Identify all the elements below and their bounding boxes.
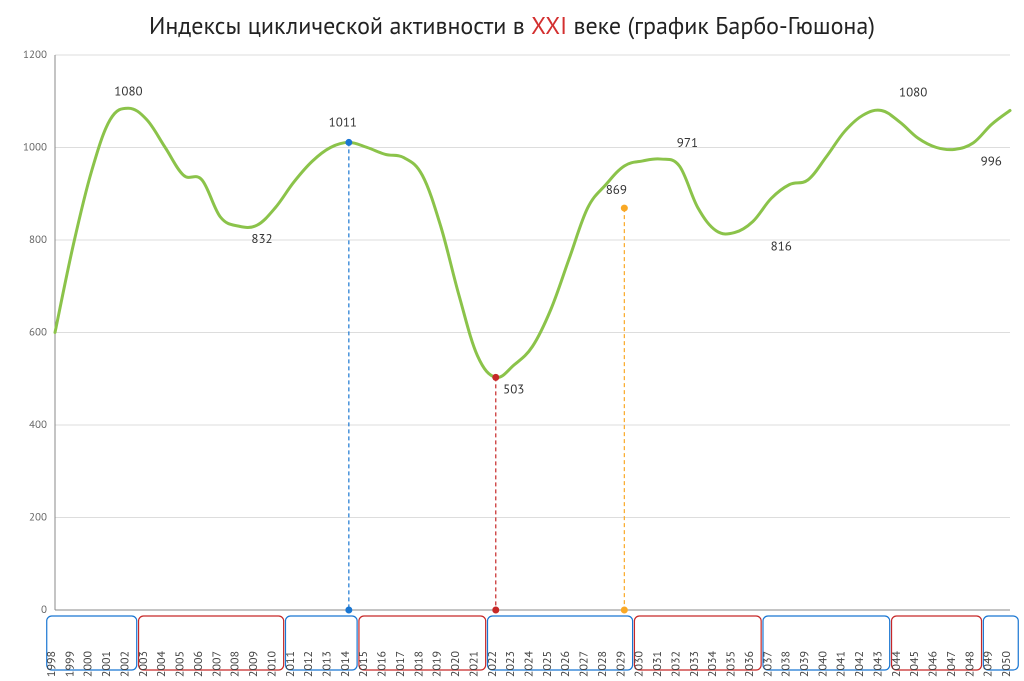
data-label: 869	[606, 181, 627, 198]
x-tick-label: 2009	[246, 651, 261, 677]
x-tick-label: 2047	[944, 651, 959, 677]
x-tick-label: 2040	[815, 650, 830, 677]
x-tick-label: 2035	[724, 651, 739, 677]
x-tick-label: 2007	[209, 651, 224, 677]
x-tick-label: 2024	[522, 650, 537, 677]
x-tick-label: 2044	[889, 650, 904, 677]
x-tick-label: 2008	[228, 651, 243, 677]
chart-title: Индексы циклической активности в XXI век…	[0, 10, 1024, 41]
x-tick-label: 2016	[375, 651, 390, 677]
y-tick-label: 600	[29, 325, 47, 339]
x-tick-label: 2043	[870, 651, 885, 677]
y-tick-label: 200	[29, 510, 47, 524]
y-tick-label: 800	[29, 233, 47, 247]
callout-base-marker	[492, 607, 499, 614]
callout-base-marker	[621, 607, 628, 614]
callout-base-marker	[345, 607, 352, 614]
x-tick-label: 2019	[430, 651, 445, 677]
x-tick-label: 2013	[319, 651, 334, 677]
data-label: 816	[771, 238, 792, 255]
callout-marker	[621, 205, 628, 212]
callout-marker	[492, 374, 499, 381]
data-label: 971	[677, 134, 698, 151]
x-tick-label: 2006	[191, 651, 206, 677]
x-tick-label: 2030	[632, 650, 647, 677]
x-tick-label: 2049	[981, 651, 996, 677]
x-tick-label: 2025	[540, 651, 555, 677]
x-tick-label: 2033	[687, 651, 702, 677]
x-tick-label: 2014	[338, 650, 353, 677]
x-tick-label: 2034	[705, 650, 720, 677]
x-tick-label: 2032	[668, 651, 683, 677]
x-tick-label: 2042	[852, 651, 867, 677]
data-label: 1011	[329, 113, 357, 130]
title-accent: XXI	[531, 10, 567, 41]
y-tick-label: 400	[29, 418, 47, 432]
x-tick-label: 2018	[411, 651, 426, 677]
x-tick-label: 2004	[154, 650, 169, 677]
x-tick-label: 2010	[264, 650, 279, 677]
data-label: 503	[503, 380, 524, 397]
x-tick-label: 2048	[962, 651, 977, 677]
x-tick-label: 2029	[613, 651, 628, 677]
x-tick-label: 2037	[760, 651, 775, 677]
x-tick-label: 2027	[577, 651, 592, 677]
y-tick-label: 1000	[23, 140, 47, 154]
y-tick-label: 0	[41, 603, 47, 617]
callout-marker	[345, 139, 352, 146]
x-tick-label: 2041	[834, 651, 849, 677]
data-label: 996	[981, 152, 1002, 169]
title-suffix: веке (график Барбо-Гюшона)	[567, 10, 875, 41]
x-tick-label: 2046	[926, 651, 941, 677]
y-tick-label: 1200	[23, 48, 47, 62]
x-tick-label: 2045	[907, 651, 922, 677]
x-tick-label: 2028	[595, 651, 610, 677]
data-label: 1080	[899, 84, 927, 101]
x-tick-label: 2023	[503, 651, 518, 677]
x-tick-label: 2026	[558, 651, 573, 677]
x-tick-label: 2000	[81, 650, 96, 677]
x-tick-label: 2012	[301, 651, 316, 677]
x-tick-label: 2020	[448, 650, 463, 677]
x-tick-label: 2017	[393, 651, 408, 677]
x-tick-label: 2011	[283, 651, 298, 677]
x-tick-label: 2005	[173, 651, 188, 677]
x-tick-label: 2021	[466, 651, 481, 677]
data-label: 832	[251, 230, 272, 247]
x-tick-label: 2038	[779, 651, 794, 677]
chart-container: Индексы циклической активности в XXI век…	[0, 0, 1024, 681]
x-tick-label: 1999	[62, 651, 77, 677]
data-label: 1080	[114, 83, 142, 100]
line-chart: 0 200 400 600 800 1000 1200 1080 832 1011 503 869 97…	[0, 0, 1024, 681]
x-tick-label: 2002	[117, 651, 132, 677]
x-tick-label: 2001	[99, 651, 114, 677]
x-tick-label: 2003	[136, 651, 151, 677]
x-tick-label: 2015	[356, 651, 371, 677]
x-tick-label: 2022	[485, 651, 500, 677]
x-tick-label: 2050	[999, 650, 1014, 677]
x-tick-label: 2039	[797, 651, 812, 677]
x-tick-label: 1998	[44, 651, 59, 677]
series-line	[55, 108, 1010, 377]
title-prefix: Индексы циклической активности в	[149, 10, 531, 41]
x-tick-label: 2031	[650, 651, 665, 677]
x-tick-label: 2036	[742, 651, 757, 677]
